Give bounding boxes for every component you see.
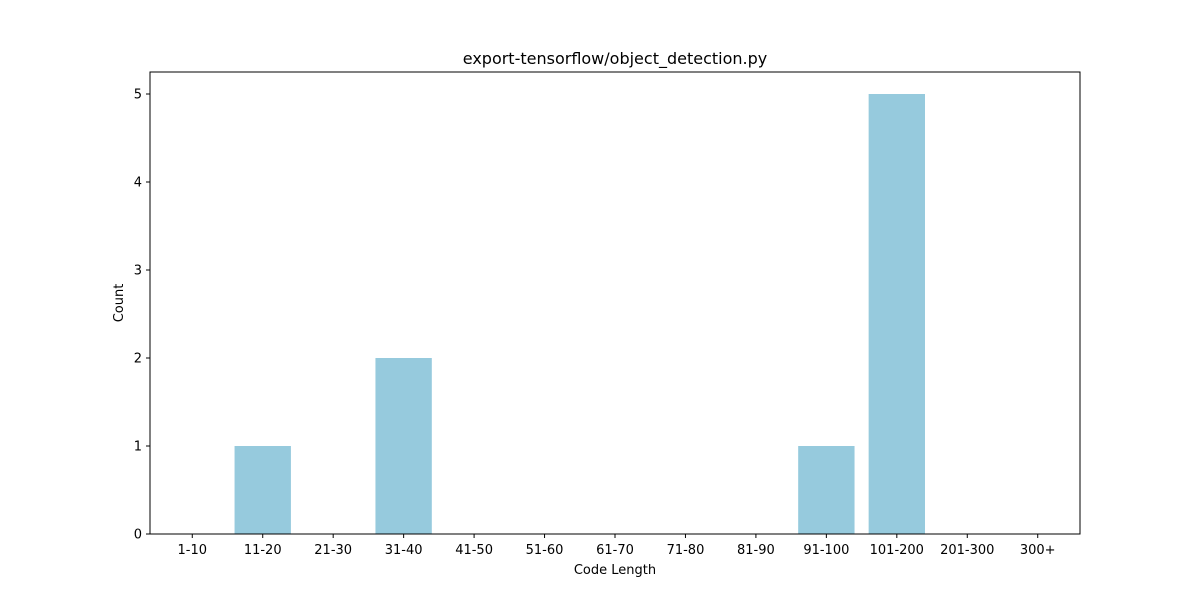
x-tick-label: 71-80 (667, 543, 705, 558)
x-axis: 1-10 11-20 21-30 31-40 41-50 51-60 61-70 71-80 8… (178, 534, 1056, 558)
bar-31-40 (375, 358, 432, 534)
x-tick-label: 91-100 (803, 543, 849, 558)
x-tick-label: 41-50 (455, 543, 493, 558)
y-tick-label: 5 (134, 88, 142, 103)
bar-101-200 (868, 94, 925, 534)
bars-layer (234, 94, 925, 534)
y-tick-label: 1 (134, 440, 142, 455)
y-tick-label: 4 (134, 176, 142, 191)
y-tick-label: 0 (134, 528, 142, 543)
x-tick-label: 81-90 (737, 543, 775, 558)
x-tick-label: 201-300 (940, 543, 994, 558)
x-tick-label: 300+ (1020, 543, 1056, 558)
y-axis: 0 1 2 3 4 5 (134, 88, 150, 543)
x-tick-label: 51-60 (526, 543, 564, 558)
x-tick-label: 101-200 (870, 543, 924, 558)
bar-91-100 (798, 446, 855, 534)
bar-11-20 (234, 446, 291, 534)
x-tick-label: 61-70 (596, 543, 634, 558)
chart-title: export-tensorflow/object_detection.py (463, 49, 767, 69)
x-tick-label: 31-40 (385, 543, 423, 558)
y-tick-label: 3 (134, 264, 142, 279)
y-axis-label: Count (112, 284, 127, 323)
x-axis-label: Code Length (574, 563, 656, 578)
x-tick-label: 11-20 (244, 543, 282, 558)
y-tick-label: 2 (134, 352, 142, 367)
x-tick-label: 21-30 (314, 543, 352, 558)
x-tick-label: 1-10 (178, 543, 208, 558)
